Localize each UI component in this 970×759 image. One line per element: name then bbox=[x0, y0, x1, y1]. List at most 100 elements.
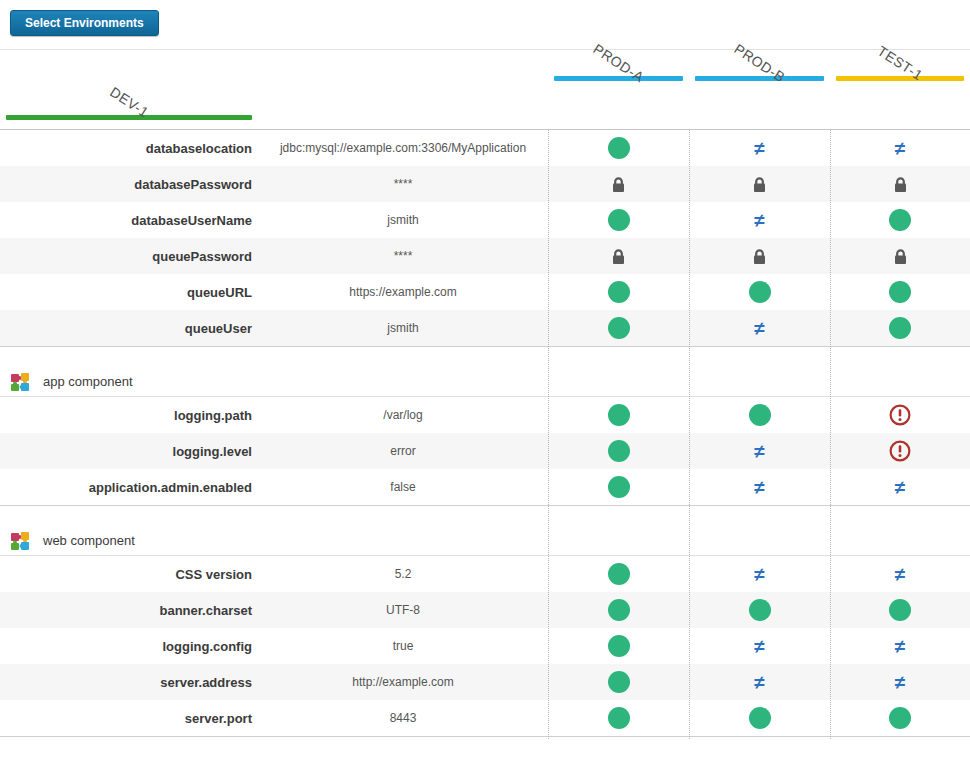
equal-icon bbox=[889, 317, 911, 339]
property-group: CSS version 5.2 ≠ ≠ banner.charset UTF-8… bbox=[0, 556, 970, 737]
property-value-prod-a: /var/log bbox=[258, 397, 548, 433]
property-row[interactable]: databasePassword **** bbox=[0, 166, 970, 202]
not-equal-icon: ≠ bbox=[754, 211, 764, 230]
status-cell-dev-1 bbox=[830, 238, 970, 274]
property-value-prod-a: 8443 bbox=[258, 700, 548, 736]
status-cell-dev-1: ≠ bbox=[830, 556, 970, 592]
not-equal-icon: ≠ bbox=[895, 565, 905, 584]
env-column-header-dev-1[interactable]: DEV-1 bbox=[0, 90, 258, 130]
env-color-bar bbox=[836, 76, 964, 81]
status-cell-prod-b bbox=[548, 166, 689, 202]
env-color-bar bbox=[695, 76, 824, 81]
equal-icon bbox=[608, 635, 630, 657]
property-row[interactable]: logging.path /var/log bbox=[0, 397, 970, 433]
equal-icon bbox=[608, 707, 630, 729]
status-cell-test-1 bbox=[689, 238, 830, 274]
component-name: app component bbox=[43, 374, 133, 389]
property-value-prod-a: error bbox=[258, 433, 548, 469]
property-row[interactable]: banner.charset UTF-8 bbox=[0, 592, 970, 628]
property-value-prod-a: 5.2 bbox=[258, 556, 548, 592]
property-row[interactable]: queueURL https://example.com bbox=[0, 274, 970, 310]
status-cell-dev-1 bbox=[830, 700, 970, 736]
property-row[interactable]: logging.level error ≠ bbox=[0, 433, 970, 469]
component-puzzle-icon bbox=[10, 531, 30, 551]
property-name: server.port bbox=[0, 700, 258, 736]
status-cell-prod-b bbox=[548, 397, 689, 433]
property-row[interactable]: application.admin.enabled false ≠ ≠ bbox=[0, 469, 970, 505]
status-cell-prod-b bbox=[548, 130, 689, 166]
equal-icon bbox=[889, 281, 911, 303]
status-cell-test-1 bbox=[689, 700, 830, 736]
status-cell-test-1 bbox=[689, 397, 830, 433]
status-cell-test-1 bbox=[689, 166, 830, 202]
property-row[interactable]: queueUser jsmith ≠ bbox=[0, 310, 970, 346]
property-row[interactable]: server.address http://example.com ≠ ≠ bbox=[0, 664, 970, 700]
status-cell-dev-1: ≠ bbox=[830, 130, 970, 166]
env-column-header-test-1[interactable]: TEST-1 bbox=[830, 50, 970, 90]
not-equal-icon: ≠ bbox=[895, 139, 905, 158]
equal-icon bbox=[608, 440, 630, 462]
property-name: databaseUserName bbox=[0, 202, 258, 238]
equal-icon bbox=[608, 317, 630, 339]
property-name: banner.charset bbox=[0, 592, 258, 628]
lock-icon bbox=[892, 248, 909, 265]
status-cell-dev-1 bbox=[830, 274, 970, 310]
component-section-web-component: web component bbox=[0, 526, 970, 556]
not-equal-icon: ≠ bbox=[754, 319, 764, 338]
status-cell-dev-1 bbox=[830, 397, 970, 433]
property-value-prod-a: http://example.com bbox=[258, 664, 548, 700]
equal-icon bbox=[749, 707, 771, 729]
lock-icon bbox=[751, 248, 768, 265]
property-value-prod-a: jdbc:mysql://example.com:3306/MyApplicat… bbox=[258, 130, 548, 166]
property-name: server.address bbox=[0, 664, 258, 700]
status-cell-test-1: ≠ bbox=[689, 433, 830, 469]
comparison-table-body: databaselocation jdbc:mysql://example.co… bbox=[0, 130, 970, 737]
not-equal-icon: ≠ bbox=[754, 673, 764, 692]
env-label-wrap: PROD-B bbox=[689, 50, 830, 76]
status-cell-prod-b bbox=[548, 433, 689, 469]
status-cell-prod-b bbox=[548, 592, 689, 628]
status-cell-prod-b bbox=[548, 202, 689, 238]
status-cell-test-1: ≠ bbox=[689, 310, 830, 346]
component-name: web component bbox=[43, 533, 135, 548]
property-name: logging.path bbox=[0, 397, 258, 433]
status-cell-dev-1: ≠ bbox=[830, 628, 970, 664]
property-row[interactable]: databaselocation jdbc:mysql://example.co… bbox=[0, 130, 970, 166]
env-color-bar bbox=[554, 76, 683, 81]
equal-icon bbox=[889, 599, 911, 621]
status-cell-prod-b bbox=[548, 700, 689, 736]
status-cell-dev-1: ≠ bbox=[830, 469, 970, 505]
property-group: logging.path /var/log logging.level erro… bbox=[0, 397, 970, 506]
env-color-bar bbox=[6, 115, 252, 120]
property-value-prod-a: false bbox=[258, 469, 548, 505]
status-cell-prod-b bbox=[548, 238, 689, 274]
env-column-header-prod-b[interactable]: PROD-B bbox=[689, 50, 830, 90]
equal-icon bbox=[608, 209, 630, 231]
equal-icon bbox=[608, 563, 630, 585]
property-name: logging.level bbox=[0, 433, 258, 469]
not-equal-icon: ≠ bbox=[895, 673, 905, 692]
property-row[interactable]: queuePassword **** bbox=[0, 238, 970, 274]
property-row[interactable]: logging.config true ≠ ≠ bbox=[0, 628, 970, 664]
equal-icon bbox=[608, 671, 630, 693]
not-equal-icon: ≠ bbox=[754, 565, 764, 584]
component-section-app-component: app component bbox=[0, 367, 970, 397]
status-cell-test-1: ≠ bbox=[689, 469, 830, 505]
property-value-prod-a: true bbox=[258, 628, 548, 664]
property-row[interactable]: server.port 8443 bbox=[0, 700, 970, 736]
property-row[interactable]: databaseUserName jsmith ≠ bbox=[0, 202, 970, 238]
property-name: databaselocation bbox=[0, 130, 258, 166]
status-cell-prod-b bbox=[548, 310, 689, 346]
not-equal-icon: ≠ bbox=[754, 637, 764, 656]
status-cell-dev-1 bbox=[830, 166, 970, 202]
select-environments-button[interactable]: Select Environments bbox=[10, 10, 159, 36]
status-cell-prod-b bbox=[548, 274, 689, 310]
env-column-header-prod-a[interactable]: PROD-A bbox=[548, 50, 689, 90]
warning-icon bbox=[889, 440, 911, 462]
not-equal-icon: ≠ bbox=[895, 637, 905, 656]
status-cell-test-1 bbox=[689, 592, 830, 628]
environment-compare-page: Select Environments PROD-A PROD-B TEST-1… bbox=[0, 0, 970, 759]
status-cell-dev-1 bbox=[830, 592, 970, 628]
property-row[interactable]: CSS version 5.2 ≠ ≠ bbox=[0, 556, 970, 592]
status-cell-dev-1 bbox=[830, 433, 970, 469]
